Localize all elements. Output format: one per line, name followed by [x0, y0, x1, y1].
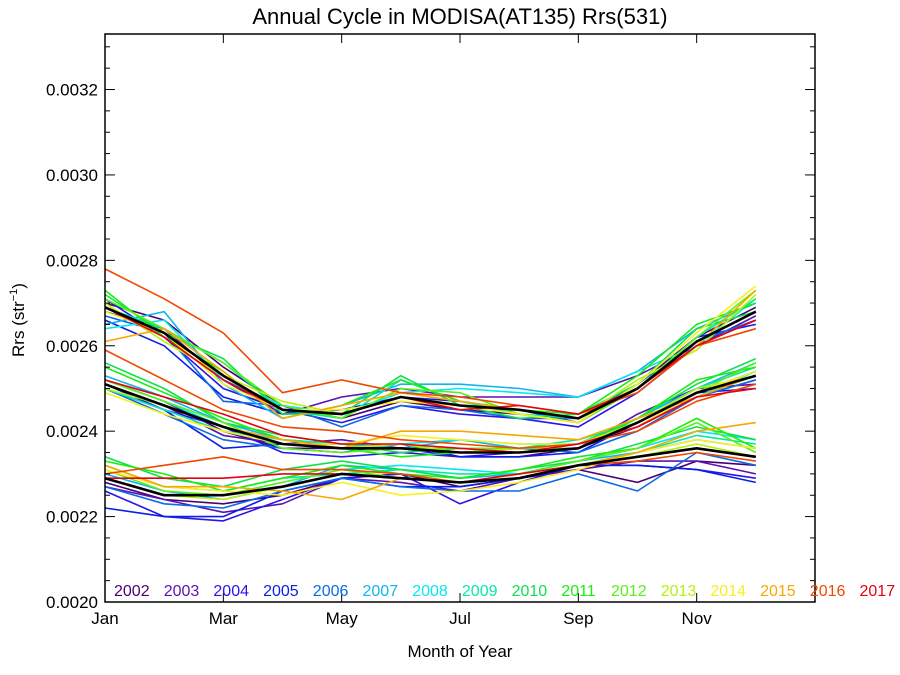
y-tick-label: 0.0026: [46, 337, 98, 356]
legend-entry-2009: 2009: [462, 583, 498, 600]
mean-line-middle: [104, 374, 757, 454]
x-tick-label: Jul: [449, 609, 471, 628]
legend-entry-2007: 2007: [363, 583, 399, 600]
series-line-middle-2011: [104, 366, 756, 458]
series-line-lower-2005: [104, 464, 756, 518]
y-tick-label: 0.0020: [46, 593, 98, 612]
y-tick-label: 0.0028: [46, 251, 98, 270]
series-line-middle-2016: [104, 349, 757, 450]
legend-entry-2008: 2008: [412, 583, 448, 600]
y-axis-label: Rrs (str−1): [8, 283, 28, 357]
legend-entry-2017: 2017: [860, 583, 896, 600]
legend-entry-2013: 2013: [661, 583, 697, 600]
chart-title: Annual Cycle in MODISA(AT135) Rrs(531): [252, 4, 667, 29]
x-axis-label: Month of Year: [408, 642, 513, 661]
legend-entry-2005: 2005: [263, 583, 299, 600]
legend-entry-2004: 2004: [213, 583, 249, 600]
legend-entry-2012: 2012: [611, 583, 647, 600]
series-line-middle-2017: [104, 379, 756, 454]
series-line-lower-2006: [104, 451, 756, 509]
mean-line-upper: [104, 306, 757, 420]
x-tick-label: Mar: [209, 609, 239, 628]
x-axis: Jan Mar May Jul Sep Nov: [91, 34, 712, 628]
x-tick-label: Sep: [563, 609, 593, 628]
y-tick-label: 0.0024: [46, 422, 98, 441]
series-line-lower-2010: [104, 426, 756, 488]
legend-entry-2003: 2003: [164, 583, 200, 600]
y-tick-label: 0.0030: [46, 166, 98, 185]
legend-entry-2006: 2006: [313, 583, 349, 600]
y-axis-label-main: Rrs (str: [9, 301, 28, 357]
mean-layer: [104, 306, 757, 497]
x-tick-label: Jan: [91, 609, 118, 628]
series-line-lower-2016: [104, 451, 756, 484]
y-axis: 0.0020 0.0022 0.0024 0.0026 0.0028 0.0030 0.00…: [46, 46, 815, 612]
x-tick-label: Nov: [682, 609, 713, 628]
series-line-lower-2014: [104, 438, 756, 497]
y-axis-label-sup: −1: [8, 289, 20, 302]
legend-entry-2016: 2016: [810, 583, 846, 600]
legend-entry-2014: 2014: [710, 583, 746, 600]
legend-entry-2002: 2002: [114, 583, 150, 600]
series-line-upper-2006: [104, 315, 757, 428]
legend-entry-2011: 2011: [561, 583, 596, 600]
y-tick-label: 0.0032: [46, 81, 98, 100]
series-line-upper-2016: [104, 268, 757, 415]
legend-entry-2010: 2010: [512, 583, 548, 600]
mean-line-lower: [104, 446, 756, 497]
legend: 2002 2003 2004 2005 2006 2007 2008 2009 2010 2011…: [114, 583, 895, 600]
y-axis-label-close: ): [9, 283, 28, 289]
legend-entry-2015: 2015: [760, 583, 796, 600]
y-tick-label: 0.0022: [46, 508, 98, 527]
x-tick-label: May: [326, 609, 359, 628]
